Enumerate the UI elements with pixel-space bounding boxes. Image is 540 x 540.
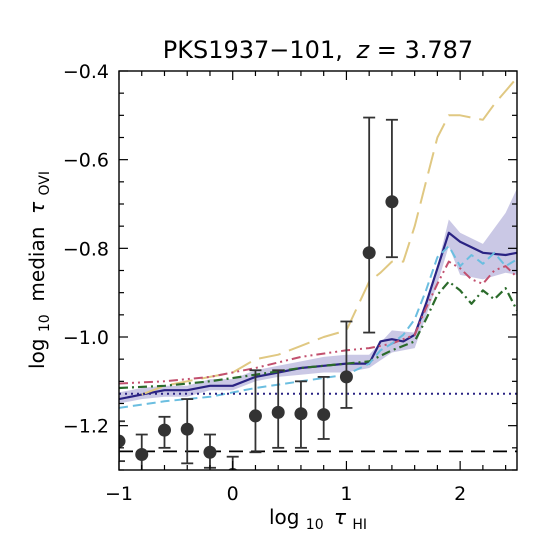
x-axis-label: log 10 τ HI (269, 505, 367, 534)
data-point (180, 422, 194, 436)
y-tick-label: −0.8 (63, 238, 109, 260)
data-point (203, 445, 217, 459)
y-tick-labels: −1.2 −1.0 −0.8 −0.6 −0.4 (63, 61, 109, 438)
observed-points (119, 195, 399, 470)
x-tick-labels: −1 0 1 2 (105, 483, 466, 505)
x-tick-label: −1 (105, 483, 133, 505)
title-redshift-symbol: z (356, 36, 371, 64)
x-tick-label: 0 (227, 483, 239, 505)
data-point (135, 447, 149, 461)
data-point (339, 370, 353, 384)
y-tick-label: −1.2 (63, 416, 109, 438)
axis-ticks (118, 70, 517, 471)
data-point (119, 434, 126, 448)
y-axis-label: log 10 median τ OVI (25, 171, 54, 369)
y-tick-label: −1.0 (63, 327, 109, 349)
y-tick-label: −0.6 (63, 150, 109, 172)
x-tick-label: 1 (340, 483, 352, 505)
data-point (362, 246, 376, 260)
data-point (248, 409, 262, 423)
plot-frame (118, 70, 518, 471)
data-point (294, 407, 308, 421)
data-point (385, 195, 399, 209)
chart-title: PKS1937−101, z = 3.787 (163, 36, 473, 64)
title-redshift-value: = 3.787 (377, 36, 473, 64)
data-point (157, 423, 171, 437)
dash-line (119, 245, 517, 409)
dash-dot-dot-line (119, 260, 517, 385)
data-point (271, 405, 285, 419)
observed-error-bars (119, 116, 398, 470)
x-tick-label: 2 (454, 483, 466, 505)
plot-area (119, 77, 517, 470)
y-tick-label: −0.4 (63, 61, 109, 83)
title-quasar-name: PKS1937−101, (163, 36, 343, 64)
data-point (317, 408, 331, 422)
simulation-scatter-band (119, 188, 517, 404)
